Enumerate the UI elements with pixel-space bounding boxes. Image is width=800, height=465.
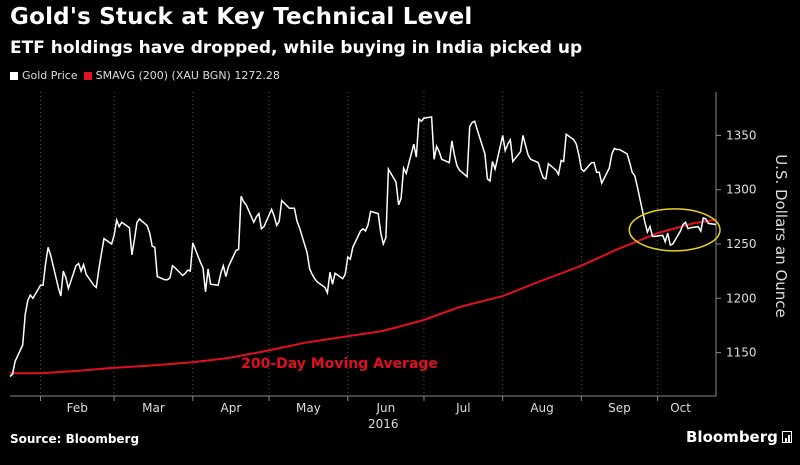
- x-tick-label: May: [296, 401, 321, 415]
- legend: Gold Price SMAVG (200) (XAU BGN) 1272.28: [10, 69, 286, 82]
- x-tick-label: Oct: [670, 401, 691, 415]
- y-tick-label: 1200: [726, 291, 757, 305]
- legend-swatch-smavg: [83, 71, 92, 80]
- x-tick-label: Jul: [455, 401, 470, 415]
- y-ticks: 1150 1200 1250 1300 1350: [716, 128, 757, 360]
- series-line-gold: [9, 116, 717, 378]
- legend-label-smavg: SMAVG (200) (XAU BGN) 1272.28: [95, 69, 280, 82]
- x-tick-label: Feb: [67, 401, 88, 415]
- x-tick-label: Aug: [530, 401, 553, 415]
- x-tick-label: Apr: [221, 401, 242, 415]
- legend-swatch-gold: [10, 71, 18, 80]
- legend-item-gold: Gold Price: [10, 69, 78, 82]
- y-tick-label: 1150: [726, 346, 757, 360]
- series-line-smavg: [10, 218, 717, 375]
- x-tick-label: Jun: [375, 401, 395, 415]
- brand-logo: Bloomberg: [686, 428, 792, 446]
- y-tick-label: 1350: [726, 128, 757, 142]
- x-tick-label: Mar: [142, 401, 165, 415]
- chart-icon: [781, 431, 792, 443]
- x-ticks: Feb Mar Apr May Jun Jul Aug Sep Oct: [39, 396, 691, 415]
- brand-name: Bloomberg: [686, 428, 778, 446]
- y-axis-label: U.S. Dollars an Ounce: [772, 154, 790, 318]
- x-axis-year: 2016: [368, 417, 399, 431]
- source-note: Source: Bloomberg: [10, 432, 140, 446]
- y-tick-label: 1300: [726, 183, 757, 197]
- legend-item-smavg: SMAVG (200) (XAU BGN) 1272.28: [83, 69, 280, 82]
- annotation-moving-average: 200-Day Moving Average: [241, 356, 438, 372]
- legend-label-gold: Gold Price: [22, 69, 78, 82]
- chart-subtitle: ETF holdings have dropped, while buying …: [10, 38, 583, 58]
- chart-title: Gold's Stuck at Key Technical Level: [10, 4, 473, 30]
- x-tick-label: Sep: [608, 401, 631, 415]
- y-tick-label: 1250: [726, 237, 757, 251]
- highlight-circle: [628, 208, 721, 252]
